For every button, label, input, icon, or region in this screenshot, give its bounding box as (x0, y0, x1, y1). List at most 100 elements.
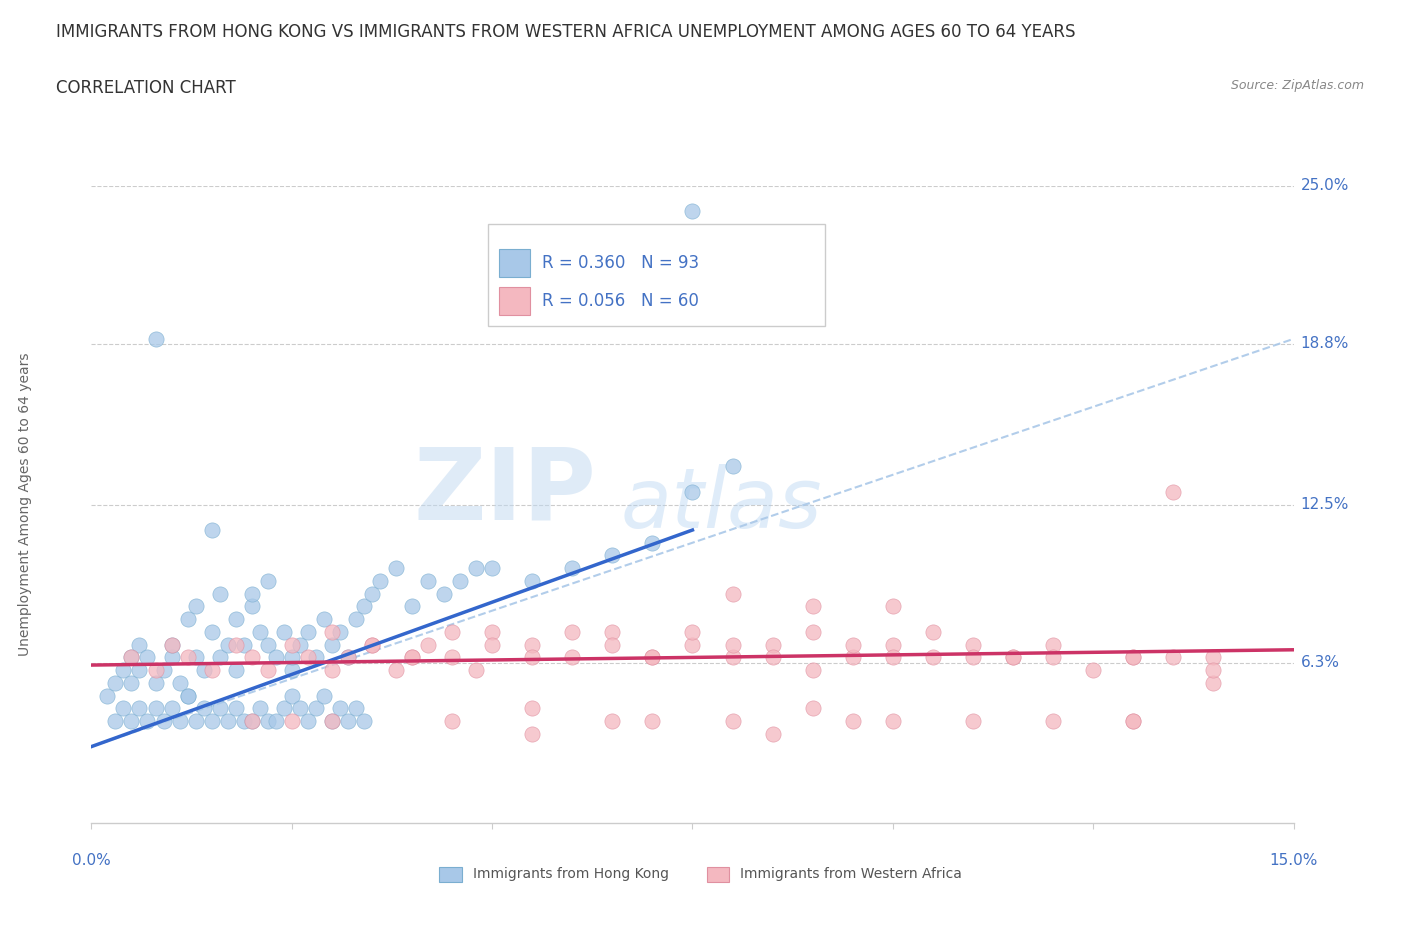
Point (160, 701, 183, 716)
Point (882, 650, 904, 665)
Point (522, 650, 544, 665)
Text: CORRELATION CHART: CORRELATION CHART (56, 79, 236, 97)
Point (416, 574, 439, 589)
Point (681, 637, 703, 652)
Point (104, 675, 127, 690)
Text: 12.5%: 12.5% (1301, 497, 1348, 512)
Point (602, 713, 624, 728)
Point (145, 331, 167, 346)
Point (841, 650, 863, 665)
Point (762, 726, 785, 741)
Point (256, 663, 278, 678)
Point (176, 612, 198, 627)
Point (264, 650, 287, 665)
Point (762, 650, 785, 665)
Point (440, 713, 463, 728)
Point (249, 701, 271, 716)
Point (336, 713, 359, 728)
Point (641, 536, 664, 551)
Point (401, 599, 423, 614)
Point (1122, 650, 1144, 665)
Point (160, 637, 183, 652)
Point (602, 625, 624, 640)
Point (152, 713, 174, 728)
Point (305, 701, 328, 716)
Point (440, 650, 463, 665)
Point (217, 713, 239, 728)
Point (121, 650, 143, 665)
Point (801, 663, 824, 678)
Text: R = 0.056   N = 60: R = 0.056 N = 60 (541, 292, 699, 310)
Point (602, 548, 624, 563)
Text: Source: ZipAtlas.com: Source: ZipAtlas.com (1230, 79, 1364, 92)
Point (368, 574, 391, 589)
Point (240, 599, 263, 614)
Point (160, 650, 183, 665)
Point (225, 663, 247, 678)
Point (1202, 675, 1225, 690)
Point (201, 625, 224, 640)
Point (762, 637, 785, 652)
Text: Unemployment Among Ages 60 to 64 years: Unemployment Among Ages 60 to 64 years (18, 352, 32, 657)
Point (561, 561, 583, 576)
Point (721, 650, 744, 665)
Point (344, 612, 367, 627)
Point (721, 458, 744, 473)
Text: 6.3%: 6.3% (1301, 655, 1340, 670)
Point (465, 561, 488, 576)
Point (465, 663, 488, 678)
Point (281, 688, 304, 703)
Point (201, 713, 224, 728)
Point (249, 625, 271, 640)
Point (145, 663, 167, 678)
Point (160, 637, 183, 652)
Point (481, 637, 503, 652)
Point (121, 650, 143, 665)
Point (232, 637, 254, 652)
Point (681, 204, 703, 219)
Text: 0.0%: 0.0% (72, 853, 111, 868)
Point (321, 713, 343, 728)
Text: 18.8%: 18.8% (1301, 337, 1348, 352)
Point (433, 586, 456, 601)
Point (208, 586, 231, 601)
Point (681, 485, 703, 499)
Point (184, 713, 207, 728)
Point (801, 701, 824, 716)
Point (136, 713, 159, 728)
Point (449, 574, 471, 589)
Point (193, 701, 215, 716)
Point (681, 625, 703, 640)
Point (841, 637, 863, 652)
Point (297, 713, 319, 728)
Point (1001, 650, 1024, 665)
Point (176, 688, 198, 703)
Point (128, 637, 150, 652)
Point (1122, 713, 1144, 728)
Text: ZIP: ZIP (413, 444, 596, 540)
Text: Immigrants from Western Africa: Immigrants from Western Africa (740, 867, 962, 882)
Point (112, 701, 135, 716)
Point (288, 637, 311, 652)
Point (145, 675, 167, 690)
Point (281, 713, 304, 728)
Text: atlas: atlas (620, 464, 823, 545)
Point (184, 650, 207, 665)
Point (208, 701, 231, 716)
Point (401, 650, 423, 665)
Point (321, 625, 343, 640)
Point (281, 650, 304, 665)
Point (136, 650, 159, 665)
Point (440, 625, 463, 640)
Point (344, 701, 367, 716)
Point (922, 650, 945, 665)
Point (281, 637, 304, 652)
Point (256, 713, 278, 728)
Point (416, 637, 439, 652)
Point (641, 650, 664, 665)
Point (152, 663, 174, 678)
Point (336, 650, 359, 665)
Point (104, 713, 127, 728)
Point (641, 650, 664, 665)
Point (240, 713, 263, 728)
